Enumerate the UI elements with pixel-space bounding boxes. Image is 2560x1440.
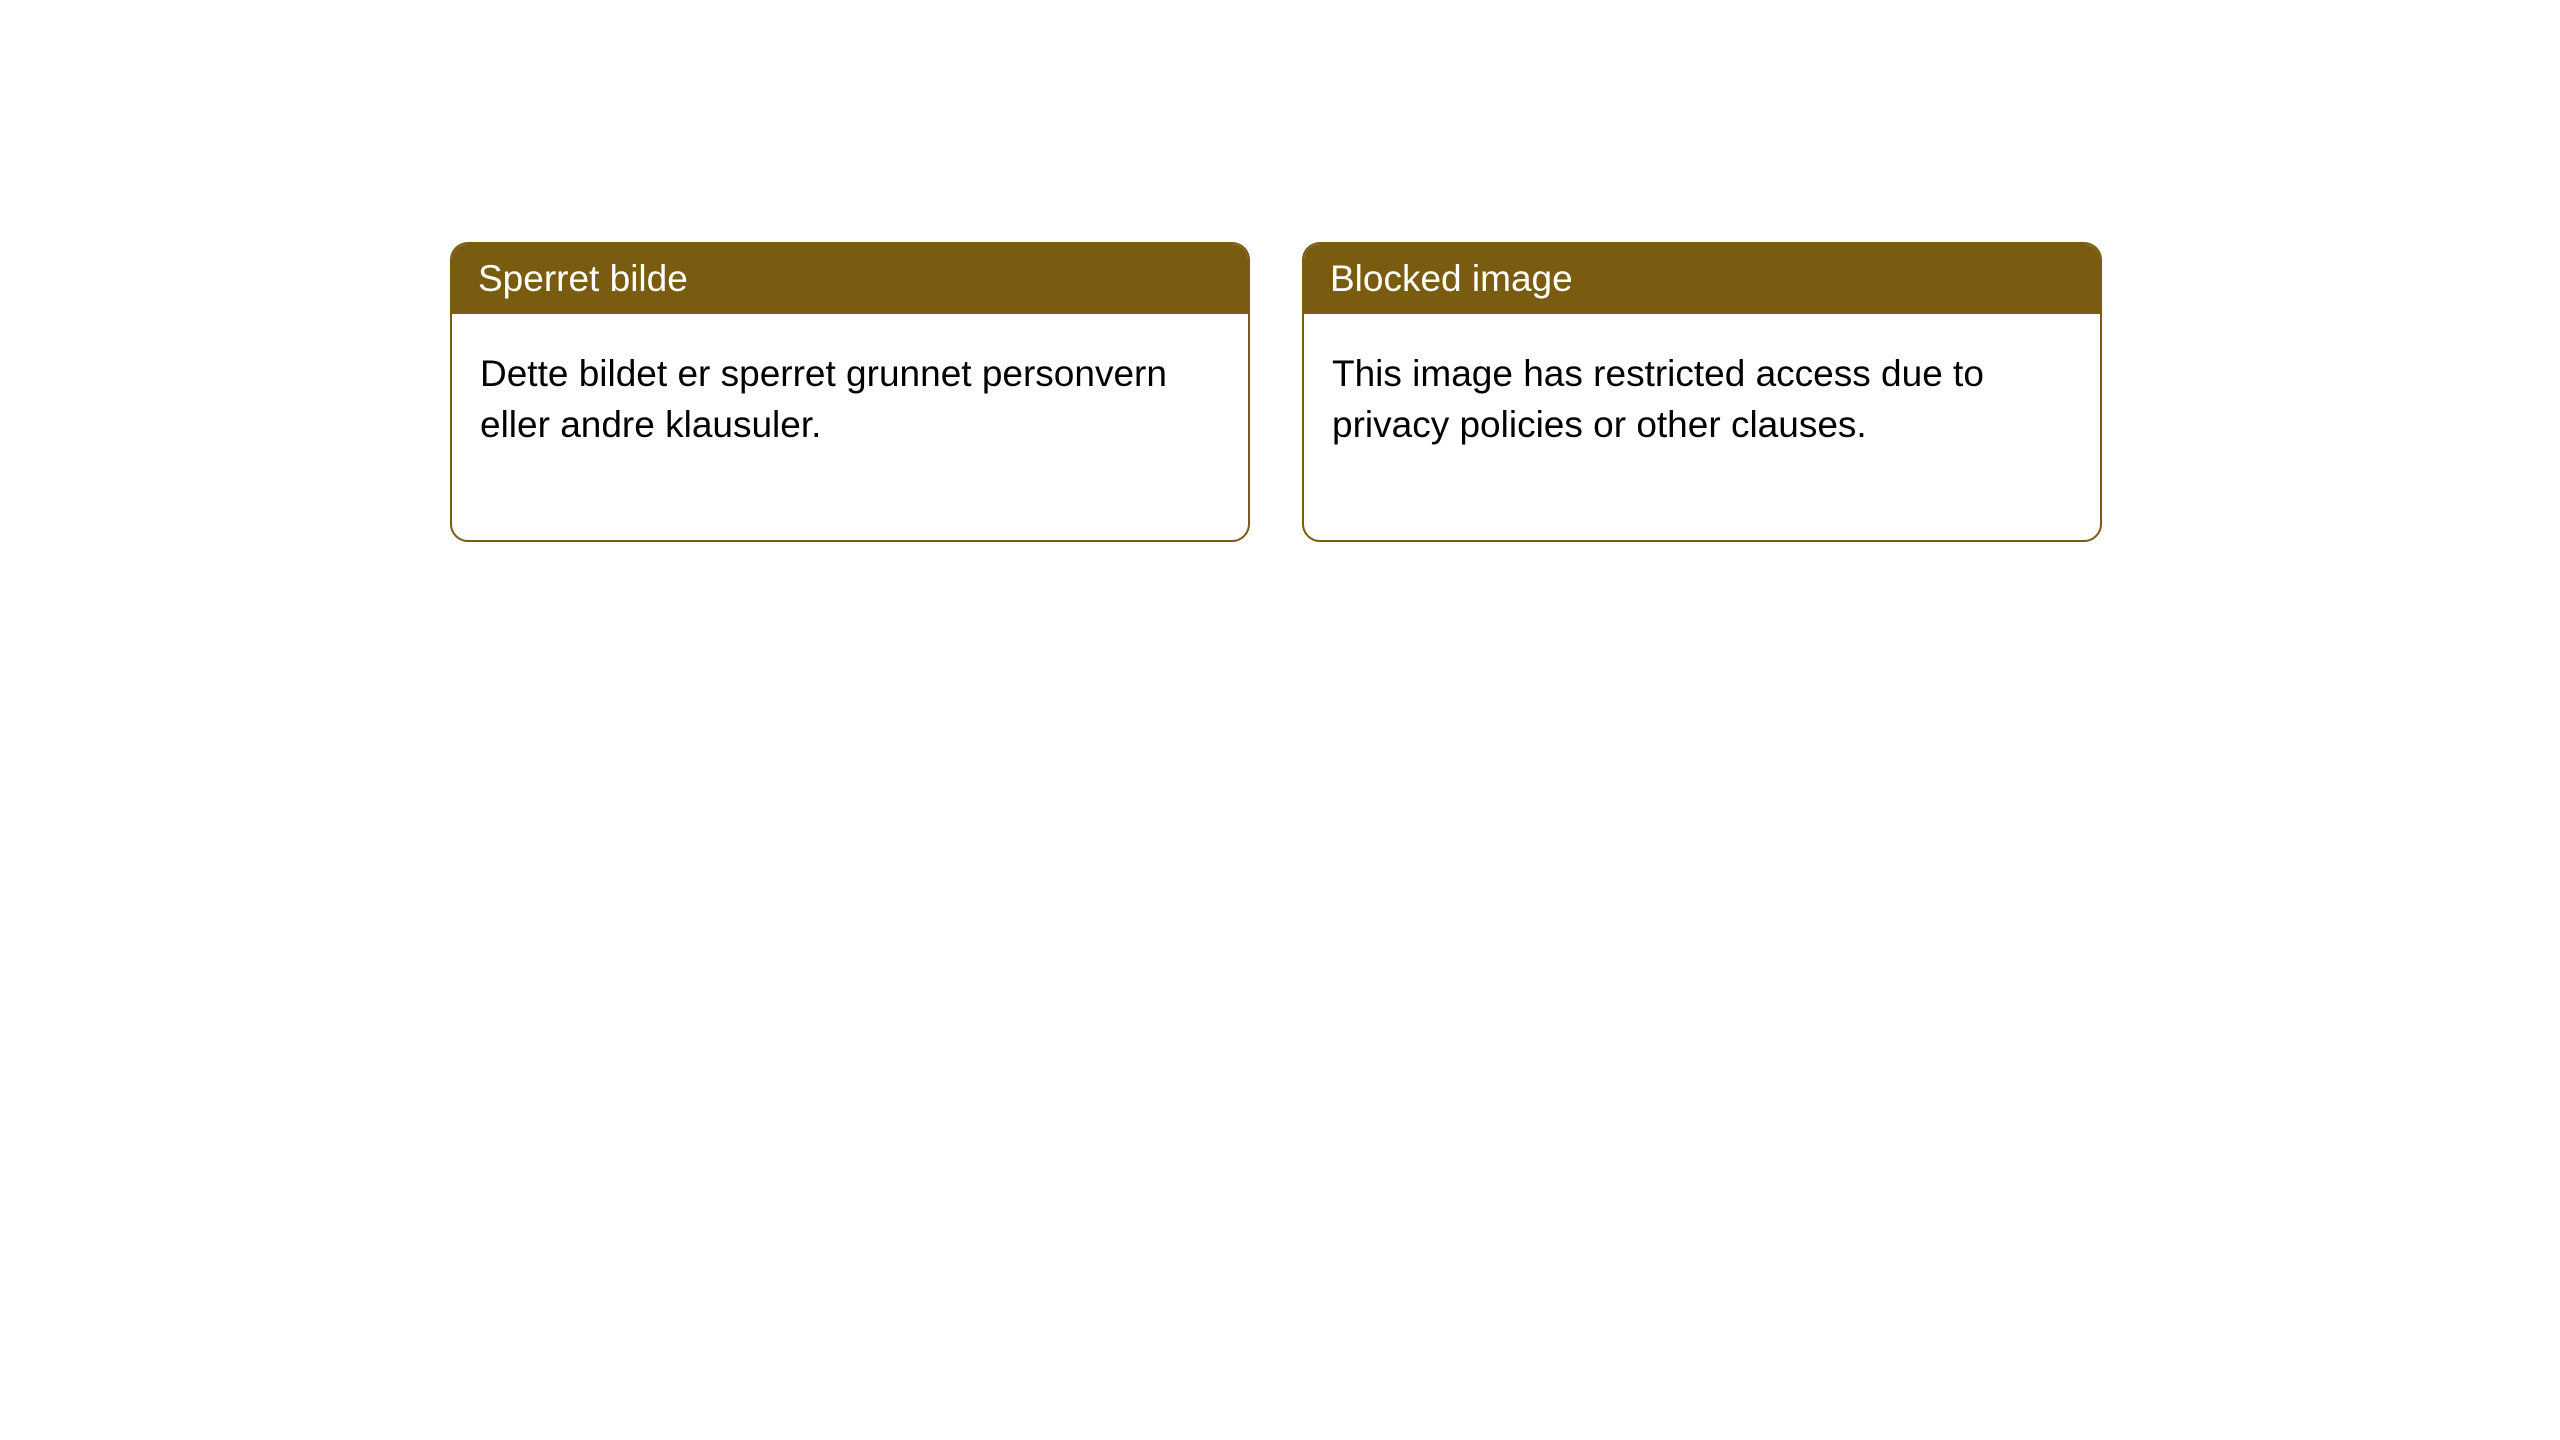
notice-body-english: This image has restricted access due to … xyxy=(1304,314,2100,540)
notice-card-english: Blocked image This image has restricted … xyxy=(1302,242,2102,542)
notice-container: Sperret bilde Dette bildet er sperret gr… xyxy=(0,0,2560,542)
notice-body-norwegian: Dette bildet er sperret grunnet personve… xyxy=(452,314,1248,540)
notice-card-norwegian: Sperret bilde Dette bildet er sperret gr… xyxy=(450,242,1250,542)
notice-header-norwegian: Sperret bilde xyxy=(452,244,1248,314)
notice-header-english: Blocked image xyxy=(1304,244,2100,314)
